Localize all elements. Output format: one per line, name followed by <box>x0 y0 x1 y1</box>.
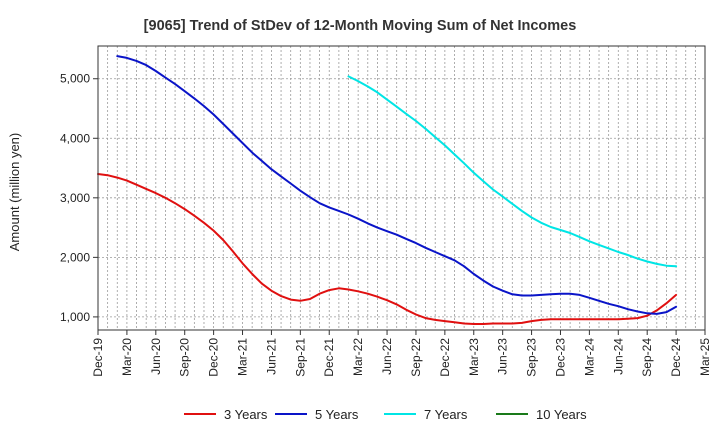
x-tick-label: Mar-21 <box>236 338 250 376</box>
x-tick-label: Mar-20 <box>120 338 134 376</box>
series-line-3-years <box>97 173 678 325</box>
y-axis-label: Amount (million yen) <box>7 133 22 252</box>
y-tick-label: 1,000 <box>60 310 90 324</box>
y-axis-ticks: 1,000 2,000 3,000 4,000 5,000 <box>60 72 98 324</box>
x-tick-label: Mar-22 <box>351 338 365 376</box>
x-tick-label: Mar-24 <box>582 338 596 376</box>
legend-label-5-years: 5 Years <box>315 407 359 422</box>
x-tick-label: Mar-23 <box>467 338 481 376</box>
y-tick-label: 2,000 <box>60 250 90 264</box>
x-tick-label: Jun-24 <box>611 338 625 375</box>
y-tick-label: 3,000 <box>60 191 90 205</box>
chart-title: [9065] Trend of StDev of 12-Month Moving… <box>144 18 577 34</box>
legend-label-10-years: 10 Years <box>536 407 587 422</box>
x-tick-label: Dec-22 <box>438 338 452 377</box>
y-tick-label: 4,000 <box>60 131 90 145</box>
y-tick-label: 5,000 <box>60 72 90 86</box>
x-tick-label: Sep-22 <box>409 338 423 377</box>
plot-frame <box>97 45 706 331</box>
x-tick-label: Jun-20 <box>149 338 163 375</box>
x-tick-label: Sep-20 <box>178 338 192 377</box>
x-tick-label: Jun-22 <box>380 338 394 375</box>
legend-label-7-years: 7 Years <box>424 407 468 422</box>
series-line-5-years <box>116 55 678 315</box>
x-tick-label: Sep-21 <box>293 338 307 377</box>
x-axis-ticks: Dec-19 Mar-20 Jun-20 Sep-20 Dec-20 Mar-21 Jun-… <box>91 330 712 377</box>
series-lines <box>97 55 678 325</box>
x-tick-label: Mar-25 <box>698 338 712 376</box>
x-tick-label: Dec-23 <box>553 338 567 377</box>
x-tick-label: Dec-19 <box>91 338 105 377</box>
x-tick-label: Dec-24 <box>669 338 683 377</box>
x-tick-label: Dec-20 <box>207 338 221 377</box>
x-tick-label: Sep-23 <box>525 338 539 377</box>
grid <box>98 46 705 330</box>
series-line-7-years <box>347 75 678 268</box>
legend-label-3-years: 3 Years <box>224 407 268 422</box>
x-tick-label: Jun-21 <box>264 338 278 375</box>
legend: 3 Years 5 Years 7 Years 10 Years <box>184 407 587 422</box>
x-tick-label: Jun-23 <box>496 338 510 375</box>
x-tick-label: Dec-21 <box>322 338 336 377</box>
x-tick-label: Sep-24 <box>640 338 654 377</box>
